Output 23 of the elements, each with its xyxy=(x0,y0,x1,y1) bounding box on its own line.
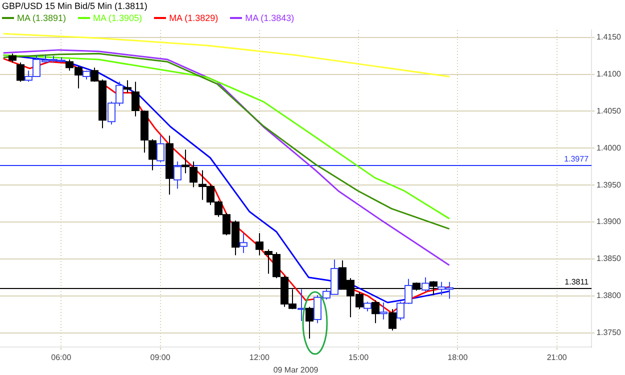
x-axis-title: 09 Mar 2009 xyxy=(273,365,319,374)
x-tick-label: 09:00 xyxy=(150,352,171,362)
legend-label: MA (1.3905) xyxy=(92,13,142,23)
ref-line-label: 1.3811 xyxy=(564,278,590,287)
y-tick-label: 1.3950 xyxy=(596,180,622,190)
y-tick-label: 1.4000 xyxy=(596,143,622,152)
x-tick-label: 18:00 xyxy=(448,352,468,362)
y-tick-label: 1.3900 xyxy=(596,217,622,226)
x-tick-label: 06:00 xyxy=(51,352,72,362)
x-tick-label: 15:00 xyxy=(348,352,370,362)
ref-line-label: 1.3977 xyxy=(564,154,590,164)
x-tick-label: 21:00 xyxy=(546,352,568,362)
y-tick-label: 1.3850 xyxy=(596,254,622,264)
chart-title: GBP/USD 15 Min Bid/5 Min (1.3811) xyxy=(2,1,148,11)
y-tick-label: 1.3800 xyxy=(596,291,622,300)
legend-label: MA (1.3891) xyxy=(16,13,66,23)
y-tick-label: 1.3750 xyxy=(596,328,622,337)
legend-label: MA (1.3843) xyxy=(244,13,294,23)
y-tick-label: 1.4150 xyxy=(596,32,622,42)
y-tick-label: 1.4050 xyxy=(596,106,622,116)
y-tick-label: 1.4100 xyxy=(596,70,622,79)
legend-label: MA (1.3829) xyxy=(168,13,218,23)
x-tick-label: 12:00 xyxy=(249,352,270,362)
